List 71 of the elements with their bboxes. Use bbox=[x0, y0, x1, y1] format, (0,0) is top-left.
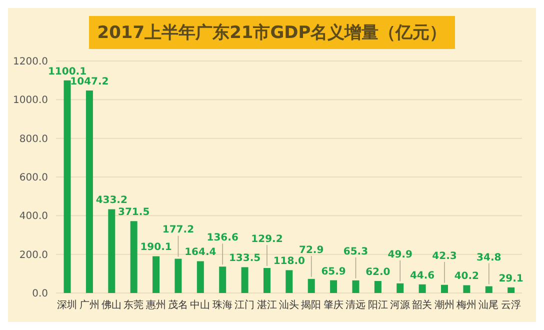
x-tick-label: 韶关 bbox=[412, 299, 432, 312]
bar bbox=[86, 90, 93, 293]
bar bbox=[308, 278, 315, 293]
bar bbox=[374, 281, 382, 293]
bar bbox=[286, 270, 293, 293]
bar bbox=[64, 80, 71, 293]
x-tick-label: 河源 bbox=[390, 299, 410, 312]
x-tick-label: 肇庆 bbox=[323, 299, 344, 312]
chart-title: 2017上半年广东21市GDP名义增量（亿元） bbox=[89, 16, 455, 49]
x-tick-label: 佛山 bbox=[101, 299, 122, 312]
data-label: 1100.1 bbox=[48, 66, 87, 78]
x-tick-label: 惠州 bbox=[144, 299, 166, 312]
bar bbox=[463, 285, 470, 293]
y-tick-label: 1000.0 bbox=[13, 95, 48, 106]
x-tick-label: 珠海 bbox=[212, 299, 232, 312]
data-label: 164.4 bbox=[184, 247, 216, 258]
y-tick-label: 0.0 bbox=[32, 288, 48, 300]
bar bbox=[441, 284, 448, 293]
data-label: 190.1 bbox=[140, 242, 172, 254]
data-label: 129.2 bbox=[251, 234, 283, 246]
y-tick-label: 600.0 bbox=[19, 172, 48, 184]
bar bbox=[130, 221, 138, 293]
y-tick-label: 400.0 bbox=[19, 211, 48, 222]
data-label: 65.9 bbox=[321, 266, 346, 278]
data-label: 371.5 bbox=[118, 207, 150, 218]
bar bbox=[219, 266, 226, 293]
data-label: 40.2 bbox=[454, 271, 480, 282]
data-label: 177.2 bbox=[162, 224, 194, 236]
x-tick-label: 阳江 bbox=[368, 299, 388, 312]
x-tick-label: 云浮 bbox=[500, 299, 521, 312]
x-tick-label: 汕尾 bbox=[478, 299, 499, 312]
data-label: 62.0 bbox=[366, 267, 390, 278]
x-tick-label: 中山 bbox=[190, 299, 210, 312]
x-tick-label: 汕头 bbox=[279, 299, 299, 312]
bar bbox=[352, 280, 360, 293]
bar bbox=[330, 280, 338, 293]
data-label: 42.3 bbox=[432, 250, 457, 262]
data-label: 133.5 bbox=[228, 253, 261, 264]
x-tick-label: 揭阳 bbox=[301, 299, 322, 312]
x-tick-label: 东莞 bbox=[124, 299, 144, 312]
bar bbox=[396, 283, 404, 293]
data-label: 72.9 bbox=[299, 244, 324, 256]
y-tick-label: 1200.0 bbox=[13, 56, 48, 68]
y-tick-label: 800.0 bbox=[19, 134, 48, 145]
bar bbox=[418, 284, 426, 293]
data-label: 118.0 bbox=[273, 256, 306, 268]
x-tick-label: 潮州 bbox=[434, 299, 454, 312]
bar bbox=[241, 267, 248, 293]
bar bbox=[508, 287, 515, 293]
x-tick-label: 清远 bbox=[346, 299, 366, 312]
x-tick-label: 深圳 bbox=[57, 299, 78, 312]
x-tick-label: 湛江 bbox=[256, 299, 277, 312]
data-label: 65.3 bbox=[343, 246, 368, 258]
data-label: 433.2 bbox=[96, 195, 128, 206]
y-tick-label: 200.0 bbox=[19, 250, 48, 261]
bar bbox=[108, 209, 116, 293]
data-label: 1047.2 bbox=[70, 76, 109, 88]
data-label: 34.8 bbox=[476, 252, 502, 264]
data-label: 44.6 bbox=[410, 270, 435, 282]
x-tick-label: 梅州 bbox=[456, 299, 477, 312]
bar bbox=[485, 286, 492, 293]
data-label: 136.6 bbox=[206, 232, 238, 244]
bar bbox=[196, 261, 204, 293]
data-label: 49.9 bbox=[388, 249, 412, 260]
bar bbox=[174, 258, 182, 293]
x-tick-label: 江门 bbox=[234, 299, 255, 312]
x-tick-label: 茂名 bbox=[168, 299, 188, 312]
bar bbox=[263, 268, 270, 293]
x-tick-label: 广州 bbox=[79, 299, 100, 312]
bar bbox=[152, 256, 160, 293]
data-label: 29.1 bbox=[498, 273, 524, 284]
